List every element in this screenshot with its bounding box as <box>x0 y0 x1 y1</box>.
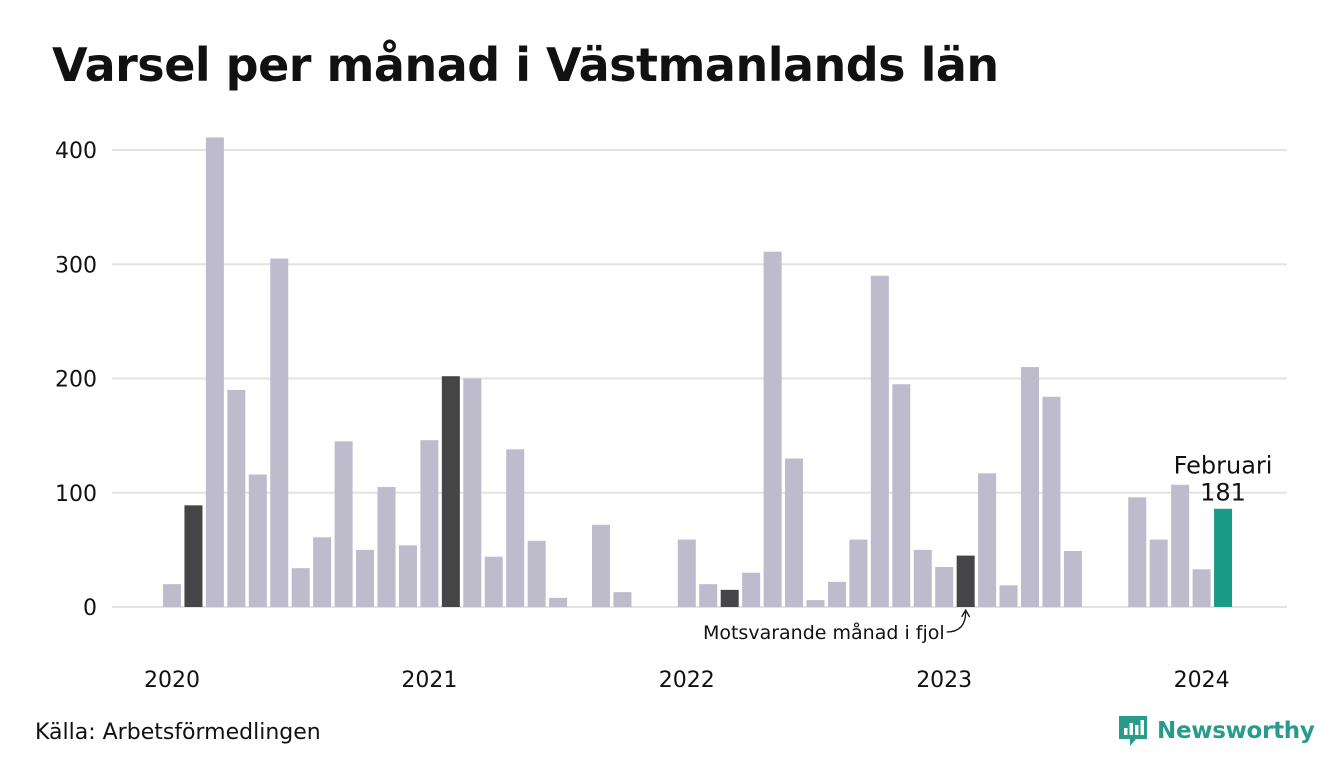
x-tick-label: 2022 <box>659 668 715 693</box>
chart-title: Varsel per månad i Västmanlands län <box>52 38 999 92</box>
bar-chart: 0 100 200 300 400 2020 2021 2022 2023 2024 Februar… <box>55 137 1287 693</box>
bar <box>849 539 868 607</box>
bar <box>1192 569 1211 607</box>
bar <box>484 556 503 607</box>
bar <box>699 584 718 607</box>
bar <box>956 555 975 607</box>
bar <box>935 567 954 607</box>
bar <box>913 549 932 607</box>
bar <box>978 473 997 607</box>
bar <box>377 487 396 607</box>
bar <box>742 572 761 607</box>
bar <box>334 441 353 607</box>
bar <box>1021 367 1039 607</box>
y-tick-label: 100 <box>55 482 97 507</box>
bar <box>163 584 181 607</box>
y-tick-label: 200 <box>55 368 97 393</box>
bar <box>184 505 203 607</box>
newsworthy-logo-icon <box>1119 716 1147 746</box>
bar <box>1128 497 1147 607</box>
bar <box>763 251 782 607</box>
bar <box>506 449 525 607</box>
bar <box>1214 508 1233 607</box>
bar <box>677 539 696 607</box>
brand-name: Newsworthy <box>1157 718 1315 744</box>
x-tick-label: 2021 <box>401 668 457 693</box>
brand-logo: Newsworthy <box>1117 714 1315 748</box>
bar <box>870 275 889 607</box>
bar <box>291 568 310 607</box>
x-tick-label: 2020 <box>144 668 200 693</box>
bar <box>1171 484 1190 607</box>
bar <box>892 384 911 607</box>
bar <box>806 600 825 607</box>
bar <box>356 549 375 607</box>
bar <box>205 137 224 607</box>
bar <box>1042 396 1061 607</box>
x-tick-label: 2023 <box>916 668 972 693</box>
annotation-arrowhead <box>961 608 971 618</box>
bar <box>398 545 417 607</box>
bar <box>441 376 460 607</box>
bar <box>827 581 846 607</box>
x-tick-label: 2024 <box>1174 668 1230 693</box>
previous-year-annotation: Motsvarande månad i fjol <box>703 621 945 644</box>
bar <box>227 389 246 607</box>
bar <box>463 378 482 607</box>
bar <box>785 458 804 607</box>
bar <box>420 440 439 607</box>
y-tick-label: 400 <box>55 139 97 164</box>
bar <box>549 597 568 607</box>
bar <box>248 474 267 607</box>
bar <box>527 540 546 607</box>
bar <box>1063 551 1082 607</box>
y-tick-label: 0 <box>83 596 97 621</box>
bar <box>613 592 632 607</box>
bar <box>270 258 289 607</box>
y-tick-label: 300 <box>55 253 97 278</box>
current-value-label: 181 <box>1200 479 1246 507</box>
source-note: Källa: Arbetsförmedlingen <box>35 720 321 745</box>
current-month-label: Februari <box>1174 452 1273 480</box>
annotation-arrow <box>946 611 967 633</box>
bar <box>720 589 739 607</box>
bar <box>592 524 610 607</box>
bar <box>313 537 332 607</box>
bar <box>1149 539 1168 607</box>
bar <box>999 585 1018 607</box>
